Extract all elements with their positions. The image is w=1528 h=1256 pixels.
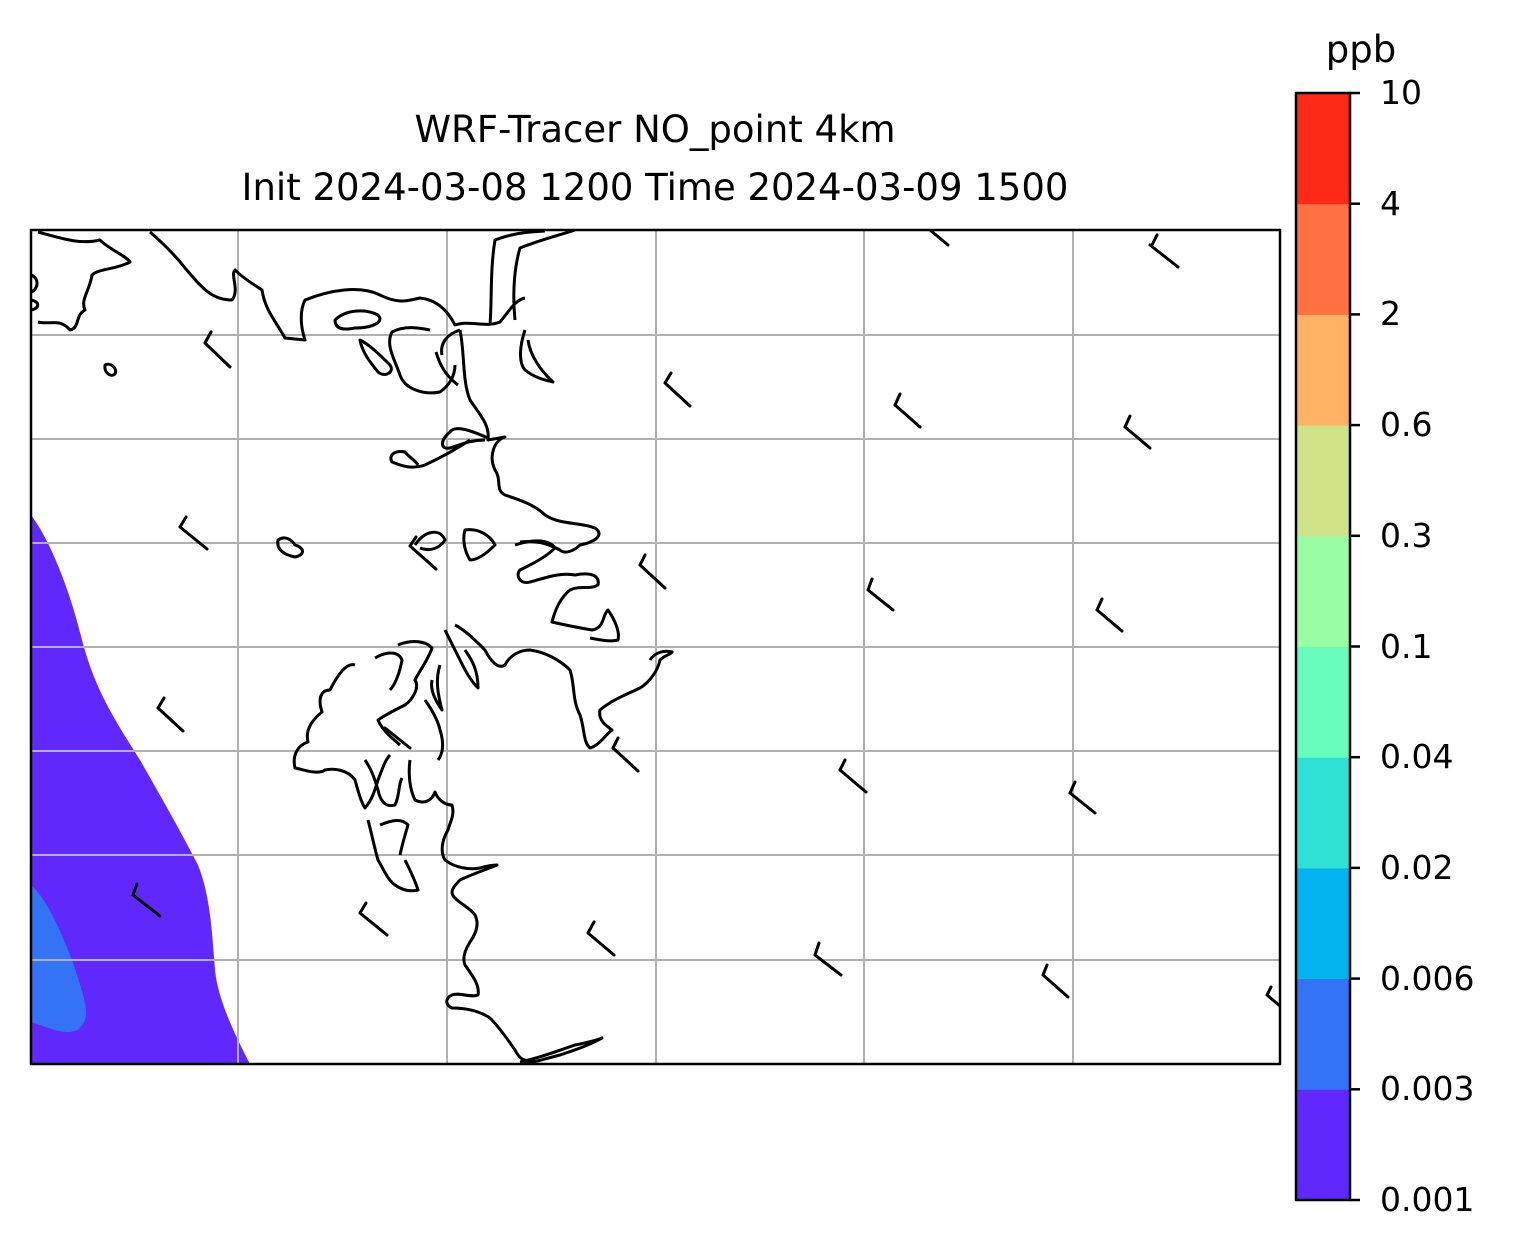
- coastline-river: [488, 230, 576, 326]
- colorbar-tick-label: 0.001: [1380, 1180, 1475, 1219]
- coastline-channel: [379, 819, 410, 856]
- coastline-northwest: [37, 230, 132, 332]
- wind-barb: [203, 330, 232, 369]
- colorbar-tick-label: 0.3: [1380, 515, 1433, 555]
- coastline-river: [519, 329, 555, 384]
- wind-barb: [638, 553, 667, 590]
- map-frame: [29, 228, 1282, 1066]
- wind-barb: [358, 901, 389, 937]
- wind-barb: [1041, 963, 1070, 999]
- colorbar-segment: [1296, 646, 1350, 758]
- colorbar-segment: [1296, 978, 1350, 1090]
- wind-barb: [838, 758, 868, 794]
- colorbar-segment: [1296, 867, 1350, 980]
- coastline-channel: [366, 819, 420, 893]
- coastline-bay: [358, 338, 393, 376]
- wind-barb: [663, 371, 692, 408]
- colorbar-unit-label: ppb: [1325, 28, 1397, 71]
- wind-barb: [586, 920, 616, 957]
- colorbar: [1294, 91, 1360, 1202]
- plume-contour-0.001: [31, 515, 250, 1064]
- coastline-north: [149, 230, 526, 342]
- colorbar-segment: [1296, 757, 1350, 869]
- colorbar-segment: [1296, 1089, 1350, 1201]
- colorbar-segment: [1296, 203, 1350, 315]
- wind-barb: [178, 515, 209, 551]
- coastline-bay: [388, 326, 601, 554]
- wind-barb: [156, 696, 185, 733]
- colorbar-tick-label: 0.02: [1380, 847, 1454, 887]
- coastline-islet: [103, 362, 118, 377]
- wind-barb: [383, 726, 412, 750]
- colorbar-segment: [1296, 535, 1350, 647]
- coastlines: [31, 230, 674, 1064]
- plume-contour-0.003: [31, 885, 87, 1033]
- gridlines: [31, 230, 1280, 1064]
- coastline-peninsula: [389, 427, 489, 469]
- colorbar-tick-label: 0.1: [1380, 626, 1433, 666]
- coastline-northwest: [31, 273, 40, 312]
- wind-barb: [408, 535, 438, 571]
- wind-barb: [866, 577, 895, 612]
- colorbar-segment: [1296, 93, 1350, 205]
- colorbar-tick-label: 0.006: [1380, 958, 1475, 998]
- colorbar-tick-label: 0.003: [1380, 1069, 1475, 1109]
- coastline-south-bay: [292, 663, 392, 810]
- wind-barb: [1095, 597, 1124, 633]
- wind-barb: [813, 941, 843, 977]
- wind-barbs: [131, 230, 1280, 1008]
- coastline-islet: [276, 536, 304, 559]
- wind-barb: [131, 882, 162, 918]
- coastline-south-bay: [443, 629, 480, 690]
- wind-barb: [611, 736, 640, 773]
- wind-barb: [1265, 985, 1280, 1008]
- coastline-south-bay: [454, 623, 674, 750]
- colorbar-tick-label: 4: [1380, 183, 1401, 223]
- coastline-inlets: [413, 528, 620, 643]
- coastline-channel: [363, 759, 536, 1063]
- wind-barb: [1148, 233, 1180, 269]
- wind-barb: [893, 392, 922, 429]
- coastline-channel: [519, 1036, 604, 1064]
- colorbar-tick-label: 0.6: [1380, 405, 1433, 445]
- coastline-south-bay: [423, 664, 445, 761]
- map-subtitle: Init 2024-03-08 1200 Time 2024-03-09 150…: [241, 166, 1069, 209]
- colorbar-tick-label: 2: [1380, 294, 1401, 334]
- wind-barb: [928, 230, 950, 247]
- map-title: WRF-Tracer NO_point 4km: [414, 108, 896, 151]
- colorbar-tick-label: 0.04: [1380, 737, 1454, 777]
- coastline-island: [333, 309, 382, 331]
- colorbar-segment: [1296, 314, 1350, 426]
- colorbar-tick-label: 10: [1380, 73, 1422, 112]
- coastline-south-bay: [374, 640, 434, 747]
- wind-barb: [1123, 414, 1152, 450]
- wind-barb: [1068, 780, 1097, 815]
- colorbar-segment: [1296, 425, 1350, 537]
- coastline-bay: [434, 351, 459, 387]
